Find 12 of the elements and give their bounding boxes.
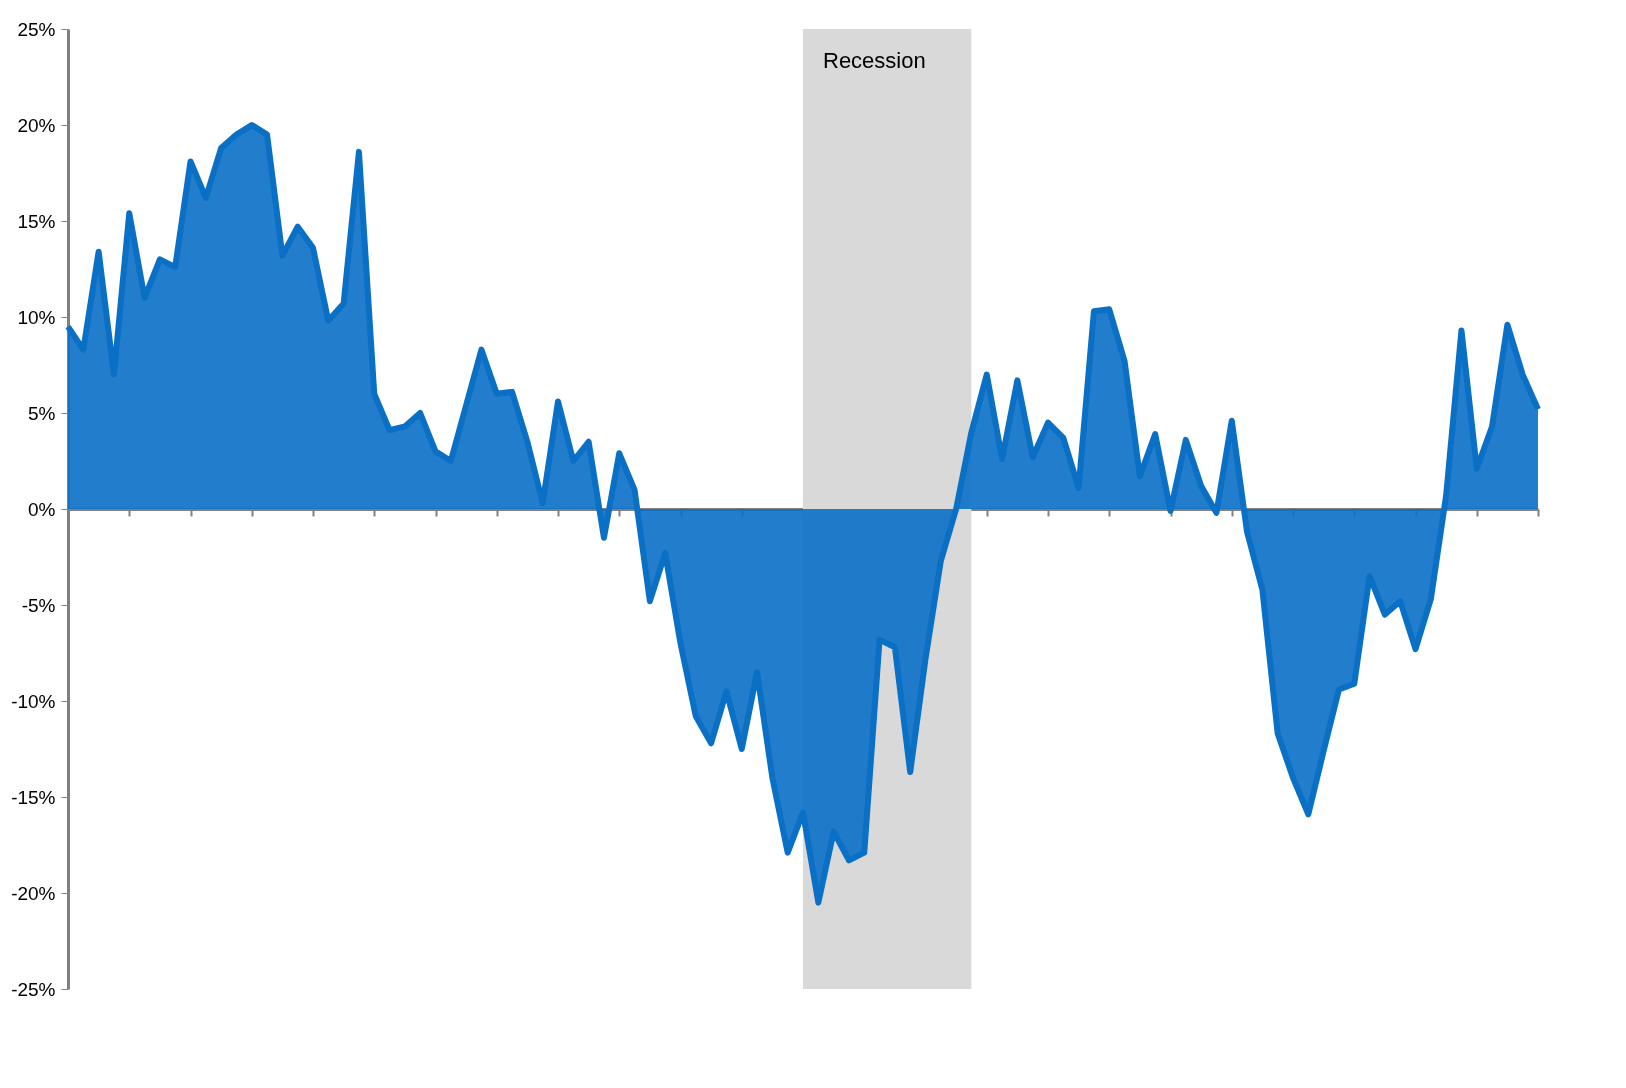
- y-tick-label: -20%: [11, 882, 56, 904]
- y-tick-label: 10%: [17, 306, 56, 328]
- y-tick-label: 15%: [17, 210, 56, 232]
- y-tick-label: 25%: [17, 18, 56, 40]
- y-tick-label: -10%: [11, 690, 56, 712]
- y-tick-label: -5%: [21, 594, 56, 616]
- y-tick-label: 20%: [17, 114, 56, 136]
- annotation: Recession: [823, 48, 926, 73]
- y-tick-label: 0%: [28, 498, 56, 520]
- y-tick-label: -15%: [11, 786, 56, 808]
- y-tick-label: 5%: [28, 402, 56, 424]
- y-tick-label: -25%: [11, 978, 56, 1000]
